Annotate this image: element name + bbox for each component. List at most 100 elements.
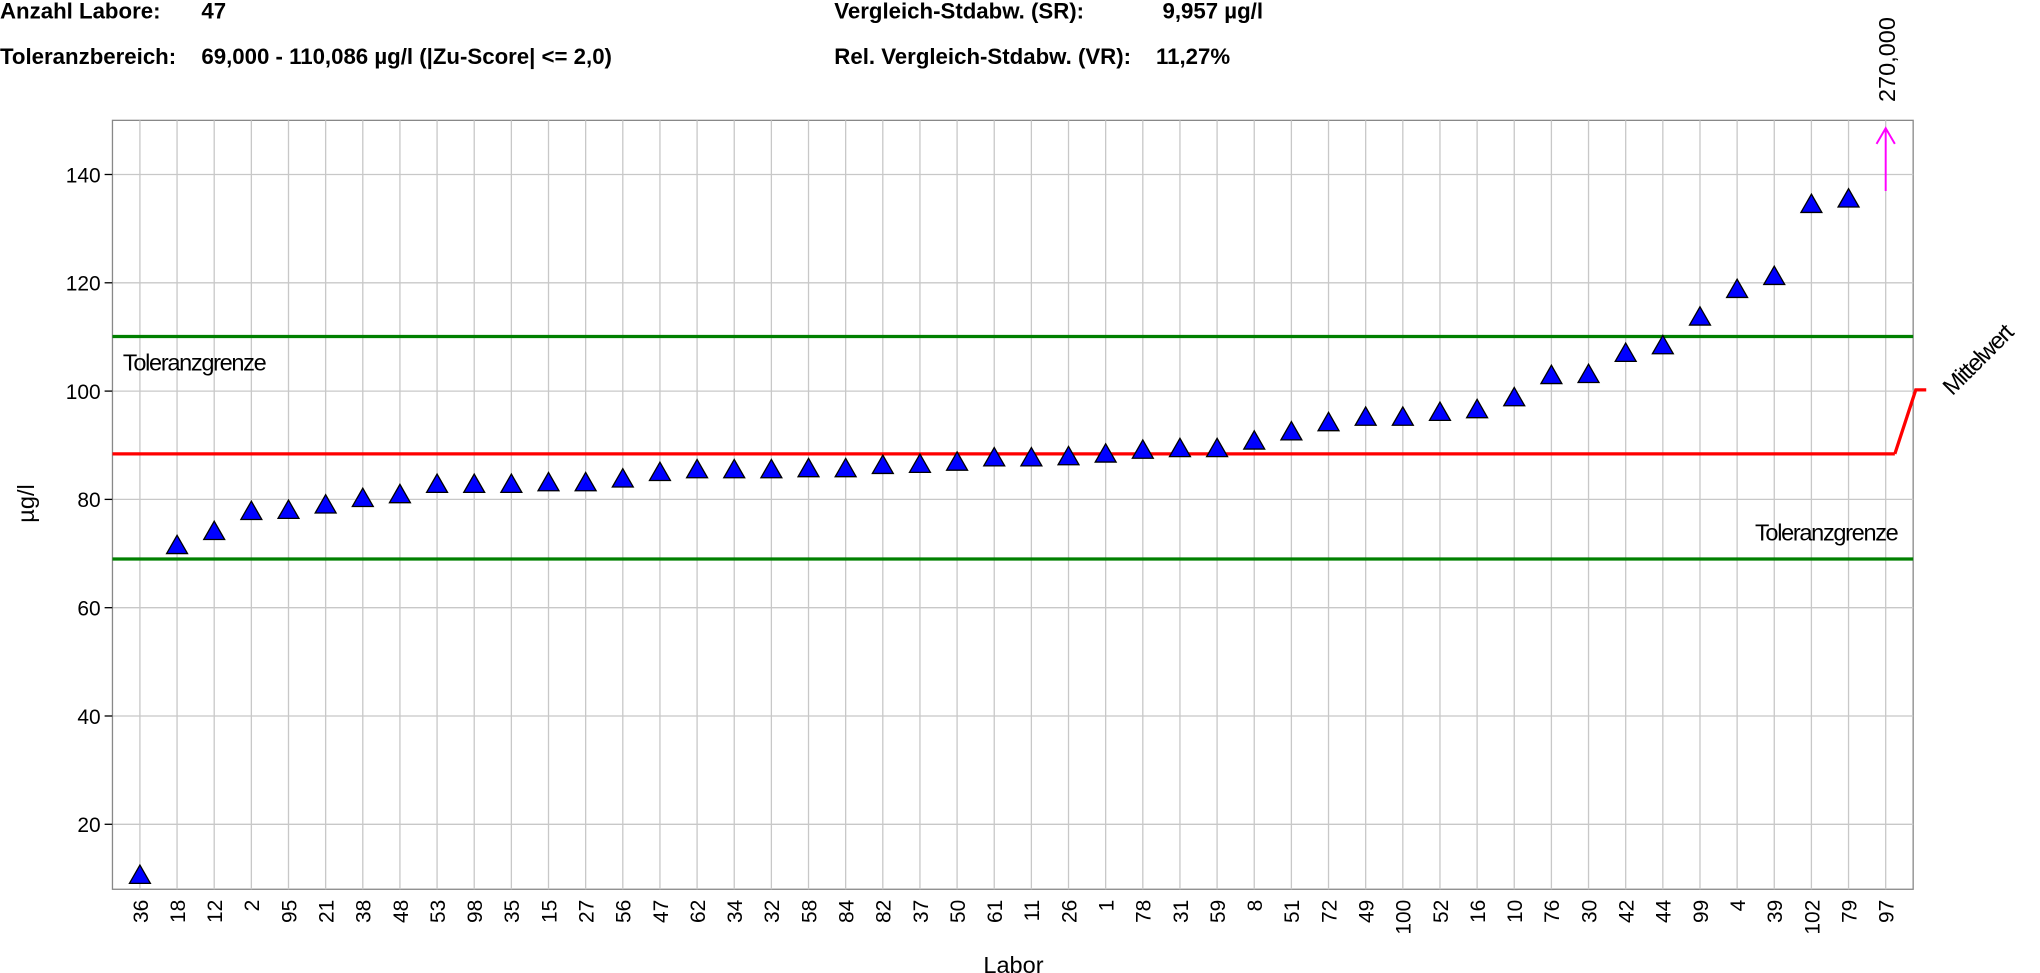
x-tick-label: 102 — [1801, 900, 1824, 935]
x-tick-label: 4 — [1727, 899, 1750, 911]
data-point — [1799, 192, 1823, 214]
outlier-label: 270,000 — [1874, 17, 1900, 102]
y-tick-label: 20 — [77, 814, 100, 837]
data-point — [1651, 334, 1675, 355]
x-tick-label: 48 — [390, 900, 413, 923]
data-point — [165, 533, 189, 555]
data-point — [462, 472, 486, 494]
data-point — [388, 483, 412, 504]
data-point — [796, 457, 821, 478]
data-point — [1465, 398, 1489, 419]
x-tick-label: 1 — [1096, 900, 1119, 912]
x-tick-label: 15 — [538, 900, 561, 923]
data-point — [128, 863, 152, 885]
y-axis-label: µg/l — [13, 484, 39, 522]
x-tick-label: 53 — [427, 900, 450, 923]
x-tick-label: 50 — [947, 900, 970, 923]
x-tick-label: 56 — [613, 900, 636, 923]
x-tick-label: 31 — [1170, 900, 1193, 923]
x-tick-label: 42 — [1616, 900, 1639, 923]
data-point — [1725, 277, 1749, 299]
x-tick-label: 8 — [1244, 900, 1267, 912]
x-tick-label: 52 — [1430, 900, 1453, 923]
y-tick-label: 60 — [77, 598, 100, 621]
x-tick-label: 78 — [1133, 900, 1156, 923]
data-point — [908, 452, 932, 474]
data-point — [202, 519, 226, 541]
data-point — [759, 458, 783, 479]
x-tick-label: 35 — [501, 900, 524, 923]
x-tick-label: 2 — [241, 900, 264, 912]
data-point — [1019, 446, 1043, 467]
header-value: 9,957 µg/l — [1163, 0, 1264, 23]
x-tick-label: 95 — [278, 900, 301, 923]
x-tick-label: 26 — [1058, 900, 1081, 923]
x-tick-label: 10 — [1504, 900, 1527, 923]
x-tick-label: 38 — [353, 900, 376, 923]
x-tick-label: 49 — [1356, 900, 1379, 923]
data-point — [648, 460, 672, 482]
data-point — [1279, 420, 1303, 441]
x-tick-label: 72 — [1318, 900, 1341, 923]
data-point — [722, 458, 746, 479]
data-point — [276, 498, 301, 520]
data-point — [1836, 187, 1861, 208]
data-point — [574, 471, 598, 492]
header-value: 11,27% — [1156, 44, 1230, 69]
data-point — [1242, 429, 1266, 450]
data-point — [239, 499, 263, 521]
x-tick-label: 36 — [130, 900, 153, 923]
x-tick-label: 97 — [1876, 900, 1899, 923]
header-value: 47 — [201, 0, 226, 23]
x-tick-label: 62 — [687, 900, 710, 923]
x-tick-label: 98 — [464, 900, 487, 923]
data-point — [1576, 362, 1601, 384]
x-tick-label: 16 — [1467, 900, 1490, 923]
x-tick-label: 79 — [1838, 900, 1861, 923]
outlier-arrow — [1875, 126, 1896, 191]
data-point — [1428, 400, 1452, 422]
data-point — [1614, 341, 1638, 363]
x-tick-label: 32 — [761, 900, 784, 923]
x-tick-label: 34 — [724, 899, 747, 923]
x-tick-label: 47 — [650, 900, 673, 923]
header-label: Toleranzbereich: — [0, 44, 176, 69]
x-axis-label: Labor — [983, 952, 1043, 973]
x-tick-label: 18 — [167, 900, 190, 923]
data-point — [1762, 264, 1786, 286]
data-point — [314, 493, 338, 514]
data-point — [871, 453, 895, 475]
x-tick-label: 39 — [1764, 900, 1787, 923]
data-point — [1316, 411, 1341, 432]
data-point — [834, 457, 858, 478]
x-tick-label: 51 — [1281, 900, 1304, 923]
data-point — [945, 450, 969, 471]
reference-label: Toleranzgrenze — [1755, 520, 1899, 546]
data-point — [1205, 437, 1229, 458]
x-tick-label: 59 — [1207, 900, 1230, 923]
data-point — [536, 471, 561, 492]
y-tick-label: 40 — [77, 706, 100, 729]
data-point — [425, 472, 449, 494]
x-tick-label: 37 — [910, 900, 933, 923]
x-tick-label: 100 — [1393, 900, 1416, 935]
data-point — [1168, 437, 1192, 458]
x-tick-label: 82 — [873, 900, 896, 923]
data-point — [611, 467, 635, 488]
data-point — [1502, 386, 1526, 407]
y-tick-label: 80 — [77, 489, 100, 512]
reference-label: Mittelwert — [1938, 318, 2020, 400]
y-tick-label: 140 — [66, 164, 101, 187]
y-tick-label: 120 — [66, 273, 101, 296]
header-label: Anzahl Labore: — [0, 0, 160, 23]
y-tick-label: 100 — [66, 381, 101, 404]
x-tick-label: 76 — [1541, 900, 1564, 923]
header-value: 69,000 - 110,086 µg/l (|Zu-Score| <= 2,0… — [201, 44, 612, 69]
data-point — [351, 486, 375, 508]
x-tick-label: 21 — [315, 900, 338, 923]
x-tick-label: 11 — [1021, 900, 1044, 922]
x-tick-label: 27 — [575, 900, 598, 923]
header-label: Vergleich-Stdabw. (SR): — [834, 0, 1084, 23]
data-point — [1354, 405, 1378, 426]
data-point — [982, 446, 1006, 467]
